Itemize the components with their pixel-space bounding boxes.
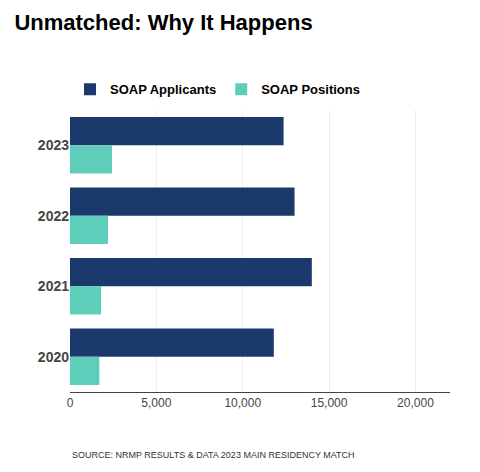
svg-text:2021: 2021	[38, 278, 69, 294]
svg-text:SOURCE: NRMP RESULTS & DATA 20: SOURCE: NRMP RESULTS & DATA 2023 MAIN RE…	[72, 450, 355, 460]
svg-text:Unmatched: Why It Happens: Unmatched: Why It Happens	[14, 10, 312, 35]
svg-text:2023: 2023	[38, 137, 69, 153]
svg-text:SOAP Positions: SOAP Positions	[261, 82, 360, 97]
svg-text:2022: 2022	[38, 208, 69, 224]
svg-text:0: 0	[67, 396, 74, 410]
svg-text:5,000: 5,000	[141, 396, 171, 410]
svg-text:SOAP Applicants: SOAP Applicants	[110, 82, 216, 97]
svg-text:2020: 2020	[38, 349, 69, 365]
svg-text:10,000: 10,000	[224, 396, 261, 410]
svg-text:15,000: 15,000	[311, 396, 348, 410]
svg-text:20,000: 20,000	[397, 396, 434, 410]
